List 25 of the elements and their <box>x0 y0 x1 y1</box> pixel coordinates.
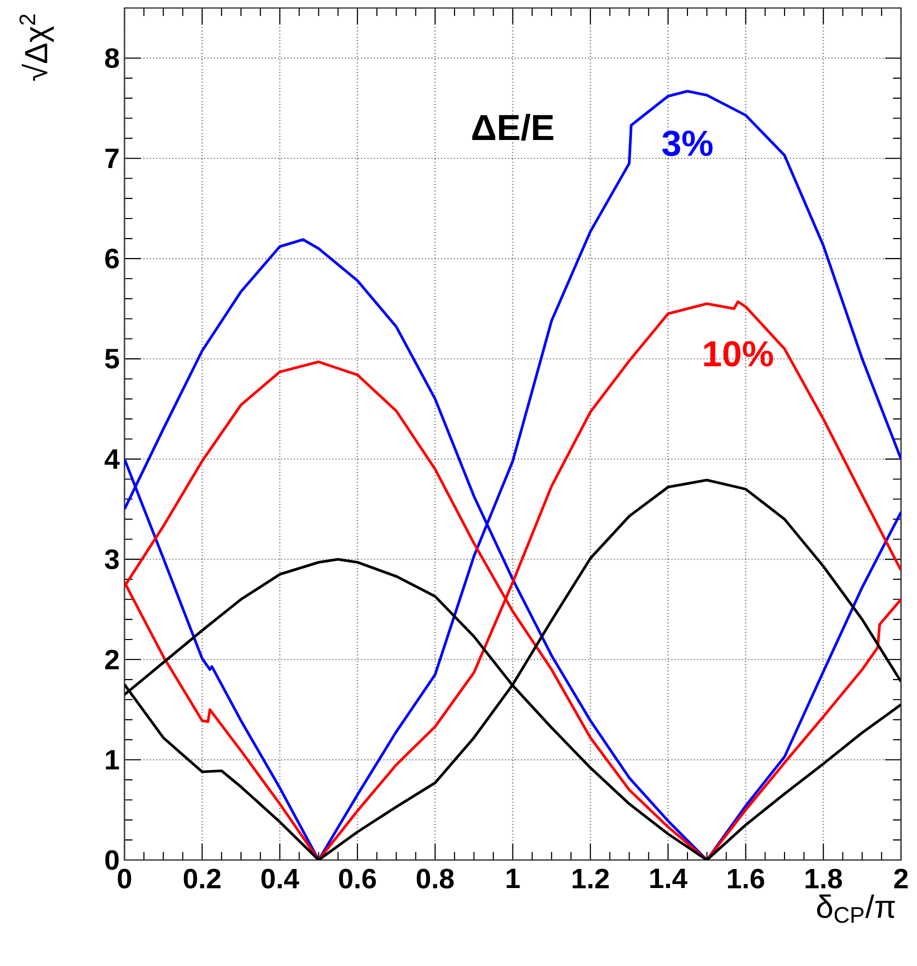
series-label: 3% <box>662 130 713 156</box>
x-tick-label: 1 <box>506 868 520 888</box>
x-tick-label: 0.4 <box>261 868 300 889</box>
y-tick-label: 0 <box>105 850 119 870</box>
x-tick-label: 1.2 <box>572 868 609 888</box>
x-tick-label: 1.4 <box>650 868 688 888</box>
x-tick-label: 0.6 <box>339 868 376 889</box>
x-tick-label: 1.8 <box>806 868 842 889</box>
y-tick-label: 1 <box>106 750 119 770</box>
x-tick-label: 0.2 <box>184 868 220 889</box>
annotation: ΔE/E <box>472 114 554 141</box>
y-axis-title: √Δχ$^{2}$ <box>19 14 54 81</box>
y-tick-label: 3 <box>104 549 119 570</box>
line-series <box>124 90 902 860</box>
y-tick-label: 5 <box>105 349 119 369</box>
y-tick-label: 6 <box>105 248 119 268</box>
series-label: 10% <box>704 341 774 367</box>
x-axis-title: δ$_{CP}$/π <box>817 894 895 923</box>
x-tick-label: 1.6 <box>728 868 764 889</box>
y-tick-label: 7 <box>105 148 119 168</box>
x-tick-label: 2 <box>894 868 908 888</box>
x-tick-label: 0.8 <box>416 868 454 889</box>
y-tick-label: 2 <box>105 650 119 670</box>
y-tick-label: 4 <box>104 449 120 469</box>
y-tick-label: 8 <box>105 48 119 68</box>
